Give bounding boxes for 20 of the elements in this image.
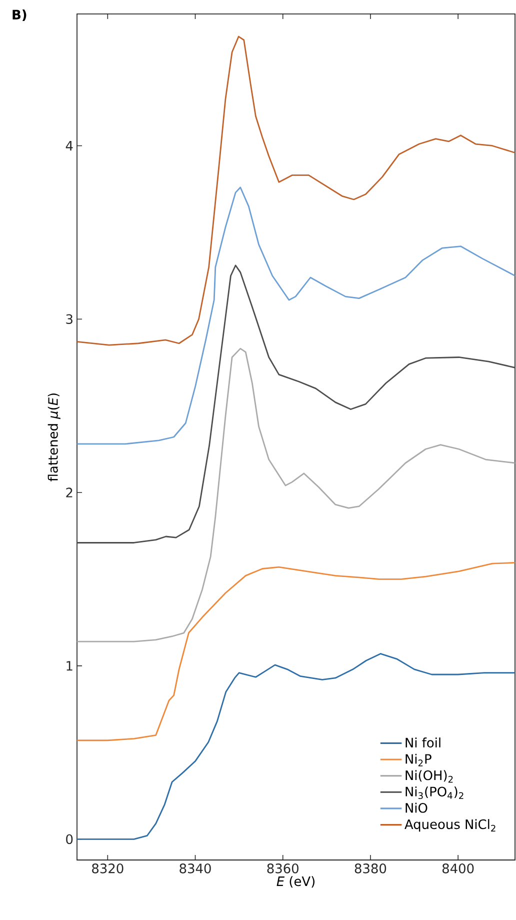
y-tick-label: 1: [66, 661, 72, 671]
legend-label: Ni$_{3}$(PO$_{4}$)$_{2}$: [406, 786, 464, 800]
x-tick-label: 8380: [354, 864, 386, 874]
legend-label: Ni(OH)$_{2}$: [406, 770, 453, 783]
y-tick-label: 2: [66, 488, 72, 498]
text: B): [12, 10, 26, 22]
y-tick-label: 0: [66, 834, 73, 844]
x-axis-title: E (eV): [276, 876, 314, 888]
x-tick-label: 8360: [267, 864, 298, 874]
x-tick-label: 8320: [92, 864, 124, 874]
y-tick-label: 3: [66, 314, 72, 324]
line-series: [77, 186, 516, 445]
legend-label: Ni foil: [406, 738, 440, 748]
legend-label: NiO: [406, 802, 428, 813]
legend-label: Ni$_{2}$P: [406, 754, 432, 766]
x-tick-label: 8400: [442, 864, 474, 874]
y-tick-label: 4: [66, 141, 73, 150]
x-tick-label: 8340: [180, 864, 211, 874]
y-axis-title: flattened μ(E): [48, 393, 60, 482]
legend-label: Aqueous NiCl$_{2}$: [404, 819, 496, 832]
